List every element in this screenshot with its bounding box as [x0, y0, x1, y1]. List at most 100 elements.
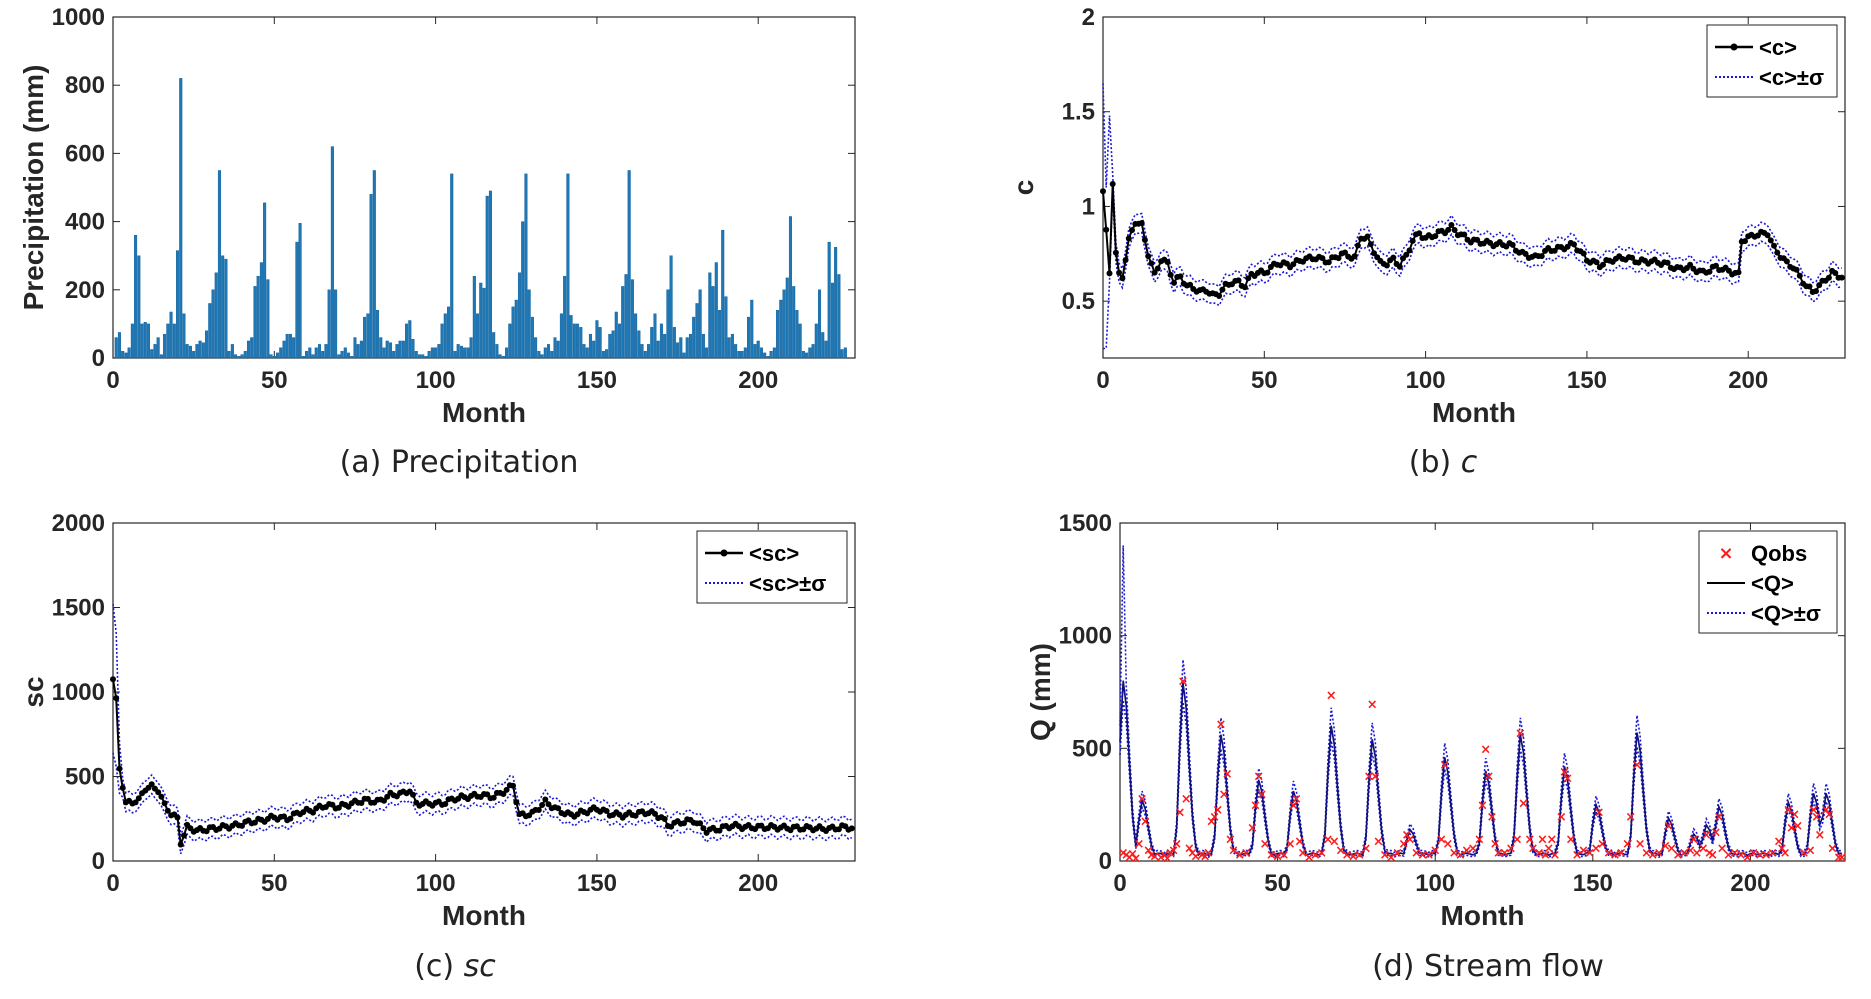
qobs-point: × — [1260, 837, 1271, 852]
precip-bar — [611, 330, 615, 359]
precip-bar — [324, 344, 328, 359]
mean-marker — [1432, 233, 1439, 240]
precip-bar — [798, 323, 802, 359]
qobs-point: × — [1625, 810, 1636, 825]
precip-bar — [488, 190, 492, 359]
precip-bar — [495, 344, 499, 359]
precip-bar — [779, 299, 783, 359]
qobs-point: × — [1562, 772, 1573, 787]
precip-bar — [279, 347, 283, 359]
qobs-point: × — [1285, 837, 1296, 852]
mean-marker — [1445, 226, 1452, 233]
precip-bar — [308, 347, 312, 359]
precip-bar — [650, 327, 654, 359]
qobs-point: × — [1827, 842, 1838, 857]
precip-bar — [346, 352, 351, 359]
precip-bar — [363, 316, 367, 359]
precip-bar — [566, 173, 570, 359]
qobs-point: × — [1379, 848, 1390, 863]
precip-bar — [721, 229, 725, 359]
precip-bar — [663, 333, 667, 359]
qobs-point: × — [1209, 810, 1220, 825]
qobs-point: × — [1401, 828, 1412, 843]
qobs-point: × — [1342, 848, 1353, 863]
mean-marker — [700, 825, 707, 832]
precip-bar — [727, 337, 731, 359]
x-axis-label: Month — [442, 397, 526, 428]
mean-marker — [287, 815, 294, 822]
mean-marker — [1796, 272, 1803, 279]
precip-bar — [592, 340, 596, 359]
x-tick-label: 0 — [106, 870, 119, 897]
qobs-point: × — [1565, 833, 1576, 848]
precip-bar — [230, 344, 234, 359]
precip-bar — [530, 316, 534, 359]
qobs-point: × — [1398, 837, 1409, 852]
precip-bar — [175, 250, 180, 359]
mean-marker — [1474, 236, 1481, 243]
mean-marker — [1138, 220, 1145, 226]
precip-bar — [672, 327, 676, 359]
mean-marker — [1109, 181, 1116, 187]
precip-bar — [369, 194, 373, 359]
qobs-point: × — [1228, 844, 1239, 859]
precip-bar — [459, 345, 463, 359]
precip-bar — [795, 310, 799, 359]
y-tick-label: 400 — [65, 209, 105, 236]
qobs-point: × — [1411, 846, 1422, 861]
precip-bar — [546, 344, 551, 359]
precip-bar — [634, 313, 638, 359]
mean-marker — [1383, 262, 1390, 269]
qobs-point: × — [1348, 849, 1359, 864]
precip-bar — [685, 337, 689, 359]
qobs-point: × — [1524, 833, 1535, 848]
precip-bar — [437, 344, 441, 359]
mean-marker — [1325, 259, 1332, 266]
legend-label-band: <c>±σ — [1759, 65, 1824, 90]
qobs-point: × — [1550, 848, 1561, 863]
mean-marker — [1522, 250, 1529, 257]
qobs-point: × — [1291, 792, 1302, 807]
mean-marker — [239, 822, 245, 829]
y-tick-label: 1.5 — [1062, 99, 1095, 126]
qobs-point: × — [1622, 837, 1633, 852]
x-tick-label: 200 — [1728, 367, 1768, 394]
precip-bar — [124, 352, 128, 359]
qobs-point: × — [1222, 767, 1233, 782]
x-tick-label: 100 — [1415, 870, 1455, 897]
qobs-point: × — [1783, 803, 1794, 818]
mean-marker — [1264, 269, 1271, 276]
precip-bar — [511, 306, 515, 359]
precip-bar — [801, 350, 805, 359]
precip-bar — [553, 337, 557, 359]
mean-marker — [132, 799, 139, 806]
qobs-point: × — [1584, 846, 1595, 861]
precip-bar — [224, 258, 228, 359]
precip-bar — [772, 347, 776, 359]
precip-bar — [814, 323, 818, 359]
qobs-point: × — [1666, 842, 1677, 857]
panel-caption: (b) c — [1409, 445, 1478, 480]
qobs-point: × — [1171, 837, 1182, 852]
precip-bar — [266, 279, 270, 359]
qobs-point: × — [1241, 846, 1252, 861]
qobs-point: × — [1288, 799, 1299, 814]
qobs-point: × — [1247, 821, 1258, 836]
precip-bar — [172, 323, 176, 359]
qobs-point: × — [1710, 826, 1721, 841]
qobs-point: × — [1748, 846, 1759, 861]
mean-marker — [513, 799, 520, 806]
precip-bar — [395, 344, 399, 359]
precip-bar — [588, 333, 592, 359]
mean-marker — [116, 765, 123, 772]
precip-bar — [692, 316, 696, 359]
precip-bar — [337, 354, 341, 359]
qobs-point: × — [1156, 851, 1167, 866]
qobs-point: × — [1603, 846, 1614, 861]
mean-marker — [1167, 271, 1174, 278]
qobs-point: × — [1165, 846, 1176, 861]
qobs-point: × — [1140, 814, 1151, 829]
precip-bar — [453, 350, 457, 359]
mean-marker — [1125, 235, 1132, 242]
mean-marker — [1509, 241, 1516, 248]
